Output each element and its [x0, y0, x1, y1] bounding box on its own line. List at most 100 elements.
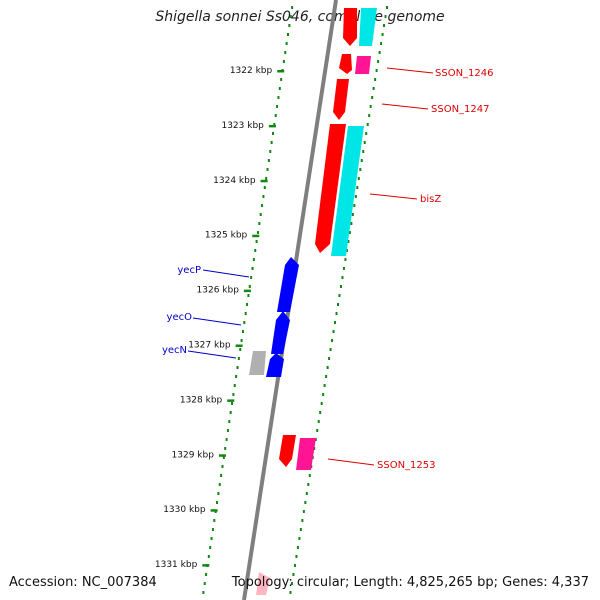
right-track-dot: [308, 474, 311, 477]
tick-mark: [268, 124, 276, 128]
left-track-dot: [222, 456, 225, 459]
right-track-dot: [293, 564, 296, 567]
gene-arrow-yecn-blue: [266, 353, 284, 377]
right-track-dot: [332, 330, 335, 333]
left-track-dot: [273, 123, 276, 126]
accession-text: Accession: NC_007384: [9, 575, 157, 590]
left-track-dot: [217, 492, 220, 495]
left-track-dot: [266, 168, 269, 171]
left-track-dot: [284, 51, 287, 54]
tick-label: 1327 kbp: [188, 341, 231, 351]
left-track-dot: [259, 213, 262, 216]
right-track-dot: [328, 357, 331, 360]
left-track-dot: [258, 222, 261, 225]
right-track-dot: [359, 168, 362, 171]
right-track-dot: [384, 15, 387, 18]
left-track-dot: [211, 528, 214, 531]
left-track-dot: [247, 294, 250, 297]
right-track-dot: [331, 339, 334, 342]
right-track-dot: [338, 294, 341, 297]
right-track-dot: [381, 33, 384, 36]
right-track-dot: [323, 384, 326, 387]
right-track-dot: [301, 519, 304, 522]
left-track-dot: [228, 420, 231, 423]
left-track-dot: [232, 393, 235, 396]
tick-mark: [277, 70, 285, 73]
left-track-dot: [261, 204, 264, 207]
left-track-dot: [254, 249, 257, 252]
left-track-dot: [235, 375, 238, 378]
right-track-dot: [377, 60, 380, 63]
left-track-dot: [241, 330, 244, 333]
left-track-dot: [269, 150, 272, 153]
right-track-dot: [316, 429, 319, 432]
left-track-dot: [289, 15, 292, 18]
tick-mark: [235, 344, 243, 347]
right-track-dot: [329, 348, 332, 351]
right-track-dot: [325, 375, 328, 378]
gene-arrow-yecp-blue: [277, 257, 299, 312]
gene-label: bisZ: [420, 194, 441, 205]
tick-label: 1329 kbp: [172, 450, 215, 460]
gene-arrow-sson1247-red: [333, 79, 349, 120]
right-track-dot: [348, 231, 351, 234]
right-track-dot: [320, 402, 323, 405]
left-track-dot: [288, 24, 291, 27]
right-track-dot: [292, 573, 295, 576]
right-track-dot: [369, 105, 372, 108]
tick-label: 1325 kbp: [205, 231, 248, 241]
left-track-dot: [255, 240, 258, 243]
right-track-dot: [295, 555, 298, 558]
left-track-dot: [250, 276, 253, 279]
left-track-dot: [280, 78, 283, 81]
gene-arrow-yeco-blue: [271, 311, 290, 354]
gene-bar-yecn-grey: [249, 351, 266, 375]
left-track-dot: [239, 348, 242, 351]
right-track-dot: [362, 150, 365, 153]
right-track-dot: [374, 78, 377, 81]
tick-label: 1326 kbp: [197, 286, 240, 296]
left-track-dot: [205, 573, 208, 576]
right-track-dot: [345, 249, 348, 252]
left-track-dot: [252, 258, 255, 261]
left-track-dot: [216, 501, 219, 504]
right-track-dot: [363, 141, 366, 144]
left-track-dot: [220, 474, 223, 477]
right-track-dot: [307, 483, 310, 486]
tick-mark: [227, 399, 235, 402]
gene-bar-bisz-cyan: [331, 126, 364, 256]
left-track-dot: [282, 60, 285, 63]
left-track-dot: [274, 114, 277, 117]
gene-leader-line: [386, 67, 434, 74]
tick-mark: [260, 179, 268, 183]
gene-label: yecO: [167, 312, 193, 323]
left-track-dot: [233, 384, 236, 387]
right-track-dot: [347, 240, 350, 243]
right-track-dot: [290, 582, 293, 585]
right-track-dot: [366, 123, 369, 126]
kbp-ticks: 1322 kbp 1323 kbp 1324 kbp 1325 kbp 1326 kbp…: [155, 66, 285, 570]
tick-label: 1322 kbp: [230, 66, 273, 76]
right-track-dot: [326, 366, 329, 369]
gene-label: SSON_1246: [435, 68, 494, 79]
left-track-dot: [209, 546, 212, 549]
left-track-dot: [291, 6, 294, 9]
gene-labels: SSON_1246 SSON_1247 bisZ yecP yecO yecN SSON_1…: [162, 67, 494, 471]
right-track-dot: [354, 195, 357, 198]
left-track-dot: [210, 537, 213, 540]
right-track-dot: [372, 87, 375, 90]
left-track-dot: [246, 303, 249, 306]
topology-text: Topology: circular; Length: 4,825,265 bp…: [231, 575, 589, 590]
tick-label: 1330 kbp: [163, 505, 206, 515]
right-track-dot: [371, 96, 374, 99]
tick-mark: [218, 454, 226, 457]
left-track-dot: [285, 42, 288, 45]
right-track-dot: [337, 303, 340, 306]
right-track-dot: [302, 510, 305, 513]
right-track-dot: [334, 321, 337, 324]
gene-arrow-bisz-red: [315, 124, 346, 253]
left-track-dot: [256, 231, 259, 234]
right-track-dot: [351, 213, 354, 216]
gene-arrow-bottom-pink: [256, 572, 270, 595]
